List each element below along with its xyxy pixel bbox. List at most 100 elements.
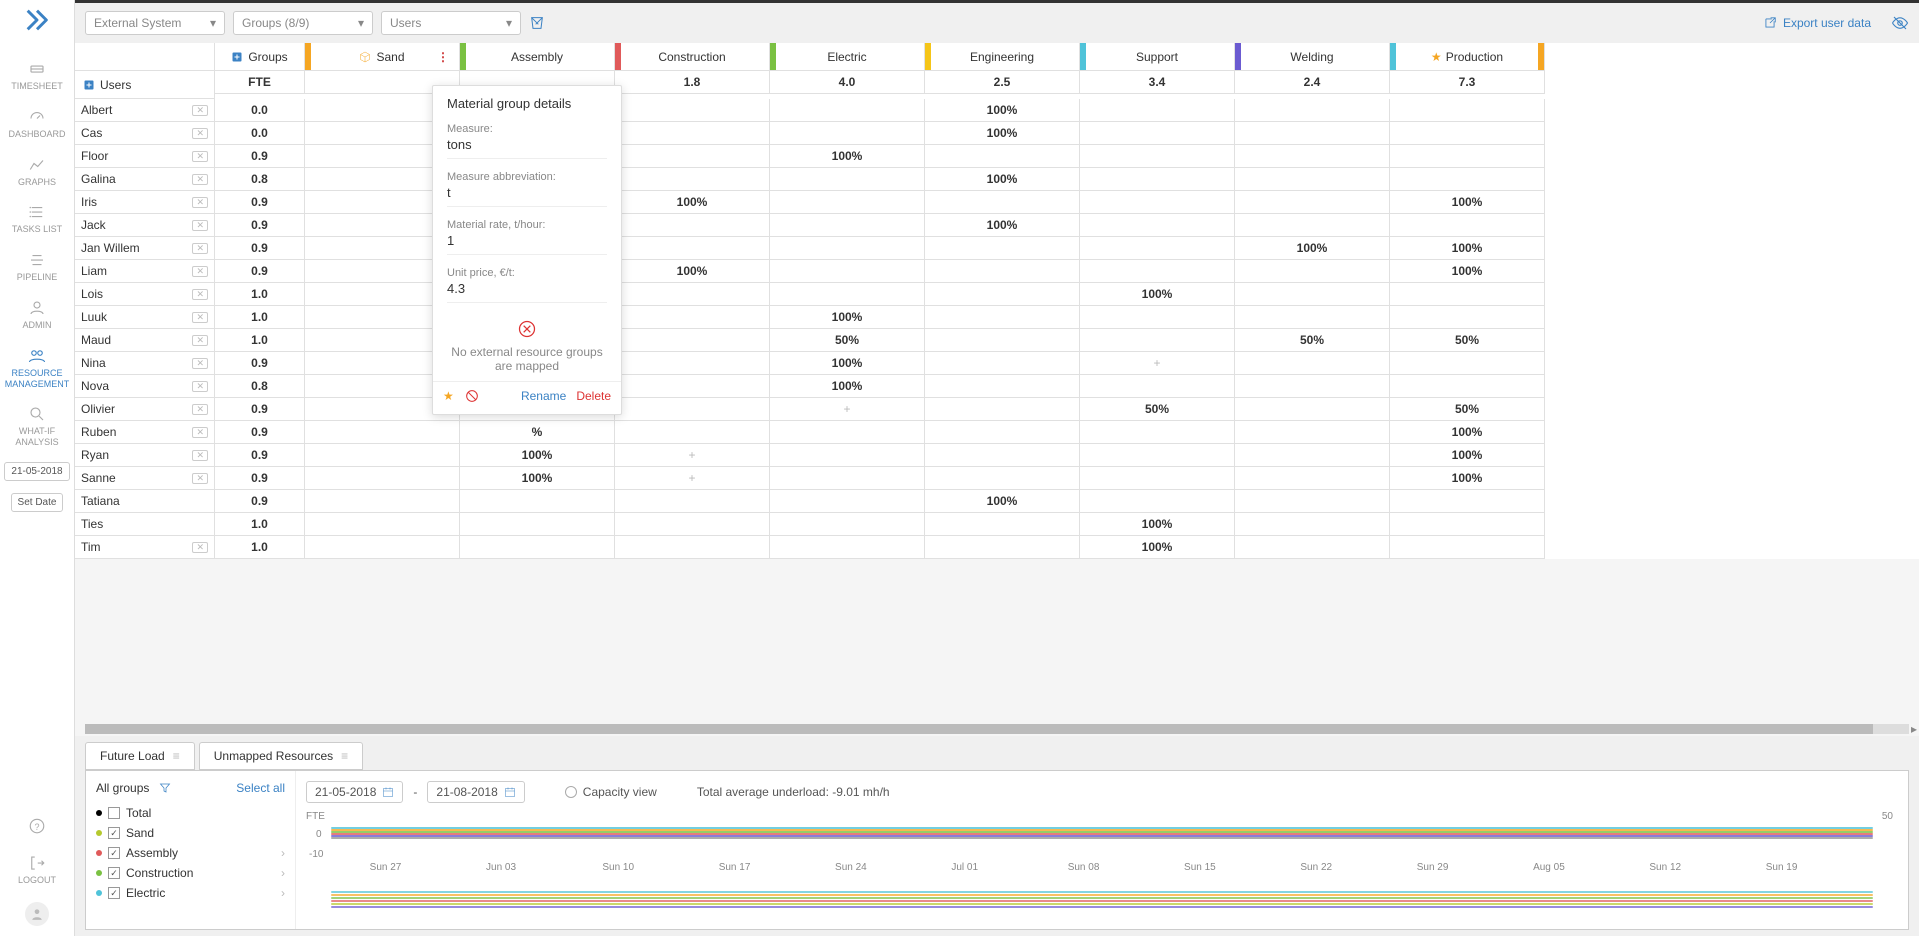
legend-total[interactable]: Total (96, 803, 285, 823)
user-ties[interactable]: Ties (75, 513, 215, 536)
allocation-cell[interactable]: 100% (1235, 237, 1390, 260)
allocation-cell[interactable] (1390, 536, 1545, 559)
allocation-cell[interactable] (1235, 168, 1390, 191)
horizontal-scrollbar[interactable]: ▸ (85, 724, 1909, 734)
remove-user-icon[interactable]: ✕ (192, 404, 208, 415)
export-button[interactable]: Export user data (1763, 16, 1871, 30)
allocation-cell[interactable]: 100% (1080, 536, 1235, 559)
eye-slash-icon[interactable] (1891, 14, 1909, 32)
allocation-cell[interactable] (615, 329, 770, 352)
tab-menu-icon[interactable]: ≡ (173, 749, 180, 763)
user-nina[interactable]: Nina✕ (75, 352, 215, 375)
allocation-cell[interactable]: 100% (925, 99, 1080, 122)
allocation-cell[interactable] (1080, 145, 1235, 168)
allocation-cell[interactable] (1235, 352, 1390, 375)
allocation-cell[interactable] (770, 283, 925, 306)
allocation-cell[interactable]: 100% (1390, 237, 1545, 260)
allocation-cell[interactable] (1235, 421, 1390, 444)
nav-tasks-list[interactable]: TASKS LIST (0, 195, 74, 243)
date-pill[interactable]: 21-05-2018 (4, 462, 69, 481)
allocation-cell[interactable]: % (460, 421, 615, 444)
allocation-cell[interactable] (925, 352, 1080, 375)
allocation-cell[interactable] (1080, 329, 1235, 352)
user-maud[interactable]: Maud✕ (75, 329, 215, 352)
remove-user-icon[interactable]: ✕ (192, 128, 208, 139)
allocation-cell[interactable] (1235, 122, 1390, 145)
allocation-cell[interactable] (1080, 191, 1235, 214)
capacity-toggle[interactable] (565, 786, 577, 798)
allocation-cell[interactable] (1390, 490, 1545, 513)
allocation-cell[interactable] (615, 375, 770, 398)
remove-user-icon[interactable]: ✕ (192, 243, 208, 254)
allocation-cell[interactable] (1390, 352, 1545, 375)
allocation-cell[interactable] (925, 237, 1080, 260)
users-header[interactable]: Users (75, 71, 215, 99)
allocation-cell[interactable] (1390, 375, 1545, 398)
allocation-cell[interactable]: 100% (770, 375, 925, 398)
allocation-cell[interactable]: 50% (770, 329, 925, 352)
allocation-cell[interactable]: 100% (615, 191, 770, 214)
allocation-cell[interactable]: 100% (1080, 283, 1235, 306)
allocation-cell[interactable] (770, 513, 925, 536)
remove-user-icon[interactable]: ✕ (192, 197, 208, 208)
allocation-cell[interactable] (1080, 237, 1235, 260)
allocation-cell[interactable] (1390, 283, 1545, 306)
remove-user-icon[interactable]: ✕ (192, 473, 208, 484)
user-luuk[interactable]: Luuk✕ (75, 306, 215, 329)
allocation-cell[interactable] (925, 191, 1080, 214)
allocation-cell[interactable] (770, 191, 925, 214)
allocation-cell[interactable] (770, 168, 925, 191)
allocation-cell[interactable]: 100% (1390, 467, 1545, 490)
allocation-cell[interactable]: 100% (1390, 191, 1545, 214)
legend-assembly[interactable]: Assembly› (96, 843, 285, 863)
select-all-button[interactable]: Select all (236, 781, 285, 795)
user-jack[interactable]: Jack✕ (75, 214, 215, 237)
allocation-cell[interactable] (615, 237, 770, 260)
allocation-cell[interactable] (1080, 99, 1235, 122)
allocation-cell[interactable]: + (770, 398, 925, 421)
allocation-cell[interactable] (615, 214, 770, 237)
allocation-cell[interactable] (1235, 398, 1390, 421)
remove-user-icon[interactable]: ✕ (192, 151, 208, 162)
user-lois[interactable]: Lois✕ (75, 283, 215, 306)
allocation-cell[interactable] (1080, 122, 1235, 145)
remove-user-icon[interactable]: ✕ (192, 105, 208, 116)
allocation-cell[interactable] (770, 260, 925, 283)
allocation-cell[interactable] (1235, 260, 1390, 283)
allocation-cell[interactable] (925, 536, 1080, 559)
allocation-cell[interactable]: 100% (925, 490, 1080, 513)
allocation-cell[interactable]: 50% (1390, 398, 1545, 421)
set-date-button[interactable]: Set Date (11, 493, 64, 512)
allocation-cell[interactable] (615, 536, 770, 559)
allocation-cell[interactable] (1390, 306, 1545, 329)
allocation-cell[interactable] (925, 329, 1080, 352)
nav-graphs[interactable]: GRAPHS (0, 148, 74, 196)
allocation-cell[interactable] (1390, 513, 1545, 536)
remove-user-icon[interactable]: ✕ (192, 335, 208, 346)
allocation-cell[interactable] (615, 122, 770, 145)
allocation-cell[interactable] (925, 513, 1080, 536)
allocation-cell[interactable] (770, 237, 925, 260)
allocation-cell[interactable]: 100% (1390, 260, 1545, 283)
allocation-cell[interactable] (1080, 214, 1235, 237)
remove-user-icon[interactable]: ✕ (192, 266, 208, 277)
allocation-cell[interactable] (770, 421, 925, 444)
allocation-cell[interactable]: 100% (460, 444, 615, 467)
allocation-cell[interactable] (615, 145, 770, 168)
remove-user-icon[interactable]: ✕ (192, 381, 208, 392)
allocation-cell[interactable] (615, 168, 770, 191)
allocation-cell[interactable] (1235, 214, 1390, 237)
star-icon[interactable]: ★ (443, 389, 454, 403)
funnel-icon[interactable] (159, 782, 171, 794)
allocation-cell[interactable] (1235, 467, 1390, 490)
date-from[interactable]: 21-05-2018 (306, 781, 403, 803)
remove-user-icon[interactable]: ✕ (192, 358, 208, 369)
allocation-cell[interactable]: 100% (460, 467, 615, 490)
allocation-cell[interactable] (770, 214, 925, 237)
group-header-assembly[interactable]: Assembly (460, 43, 615, 71)
user-floor[interactable]: Floor✕ (75, 145, 215, 168)
allocation-cell[interactable]: 100% (925, 168, 1080, 191)
allocation-cell[interactable] (1390, 214, 1545, 237)
group-header-production[interactable]: ★Production (1390, 43, 1545, 71)
allocation-cell[interactable]: + (615, 467, 770, 490)
